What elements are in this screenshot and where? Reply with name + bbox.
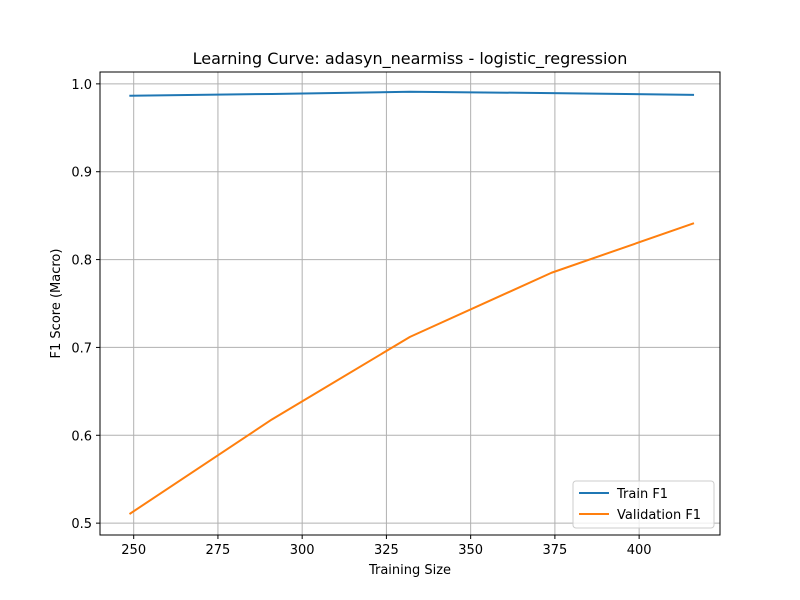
- plot-frame: [99, 71, 721, 536]
- x-tick-label: 250: [121, 543, 146, 558]
- legend-label-train: Train F1: [616, 487, 668, 502]
- y-axis-label: F1 Score (Macro): [49, 249, 64, 359]
- y-tick-label: 0.6: [71, 429, 92, 444]
- legend-label-validation: Validation F1: [617, 508, 701, 523]
- x-axis-label: Training Size: [368, 563, 451, 578]
- chart-title: Learning Curve: adasyn_nearmiss - logist…: [193, 49, 628, 69]
- ticks-layer: 250 275 300 325 350 375 400 0.5 0.6 0.7 0.8 0.9 1.0: [71, 78, 651, 558]
- y-tick-label: 0.5: [71, 517, 92, 532]
- x-tick-label: 375: [542, 543, 567, 558]
- grid-layer: [100, 72, 720, 535]
- y-tick-label: 1.0: [71, 78, 92, 93]
- legend: Train F1 Validation F1: [572, 480, 715, 529]
- x-tick-label: 400: [627, 543, 652, 558]
- x-tick-label: 350: [458, 543, 483, 558]
- x-tick-label: 325: [374, 543, 399, 558]
- y-tick-label: 0.9: [71, 166, 92, 181]
- series-layer: [128, 90, 695, 515]
- y-tick-label: 0.7: [71, 341, 92, 356]
- x-tick-label: 275: [206, 543, 231, 558]
- y-tick-label: 0.8: [71, 254, 92, 269]
- x-tick-label: 300: [290, 543, 315, 558]
